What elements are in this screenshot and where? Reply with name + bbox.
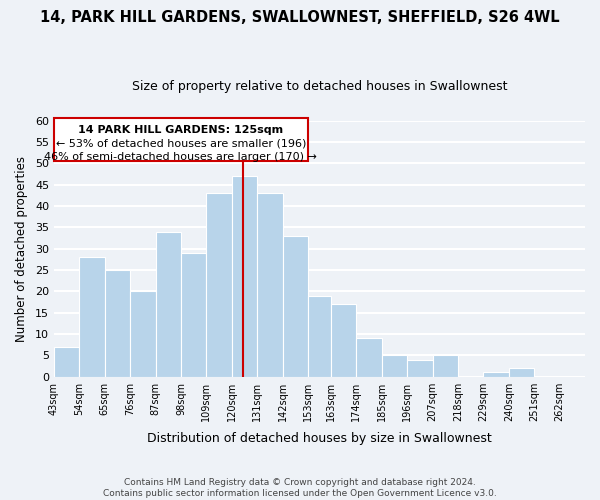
Bar [155, 232, 181, 376]
Text: 14 PARK HILL GARDENS: 125sqm: 14 PARK HILL GARDENS: 125sqm [79, 125, 283, 135]
Text: 14, PARK HILL GARDENS, SWALLOWNEST, SHEFFIELD, S26 4WL: 14, PARK HILL GARDENS, SWALLOWNEST, SHEF… [40, 10, 560, 25]
Text: Contains HM Land Registry data © Crown copyright and database right 2024.
Contai: Contains HM Land Registry data © Crown c… [103, 478, 497, 498]
Bar [105, 270, 130, 376]
Text: ← 53% of detached houses are smaller (196): ← 53% of detached houses are smaller (19… [56, 139, 306, 149]
Bar [232, 176, 257, 376]
Bar [181, 253, 206, 376]
Bar [407, 360, 433, 376]
Bar [509, 368, 534, 376]
Bar [79, 257, 105, 376]
Bar [308, 296, 331, 376]
Title: Size of property relative to detached houses in Swallownest: Size of property relative to detached ho… [132, 80, 507, 93]
Bar [54, 347, 79, 376]
Bar [484, 372, 509, 376]
Text: 46% of semi-detached houses are larger (170) →: 46% of semi-detached houses are larger (… [44, 152, 317, 162]
Y-axis label: Number of detached properties: Number of detached properties [15, 156, 28, 342]
Bar [130, 292, 155, 376]
FancyBboxPatch shape [54, 118, 308, 161]
Bar [257, 193, 283, 376]
Bar [356, 338, 382, 376]
Bar [206, 193, 232, 376]
Bar [283, 236, 308, 376]
Bar [382, 356, 407, 376]
Bar [331, 304, 356, 376]
Bar [433, 356, 458, 376]
X-axis label: Distribution of detached houses by size in Swallownest: Distribution of detached houses by size … [147, 432, 492, 445]
